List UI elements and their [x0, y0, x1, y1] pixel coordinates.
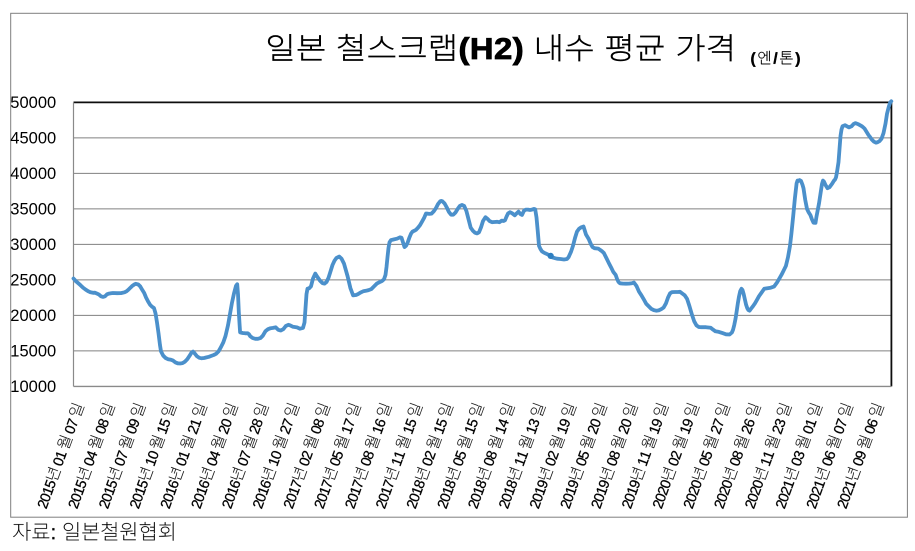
svg-text:50000: 50000 — [10, 94, 56, 112]
svg-text:15000: 15000 — [10, 343, 56, 361]
svg-text:40000: 40000 — [10, 165, 56, 183]
svg-text:45000: 45000 — [10, 130, 56, 148]
svg-text:20000: 20000 — [10, 307, 56, 325]
svg-text:25000: 25000 — [10, 272, 56, 290]
svg-text:35000: 35000 — [10, 201, 56, 219]
svg-text:30000: 30000 — [10, 236, 56, 254]
svg-text:10000: 10000 — [10, 378, 56, 396]
